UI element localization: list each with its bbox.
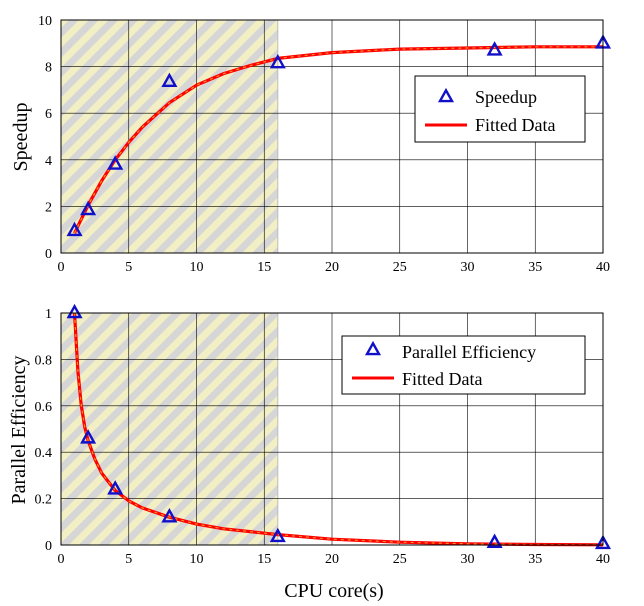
efficiency-y-tick-label: 0.4 bbox=[35, 446, 53, 461]
speedup-y-tick-label: 8 bbox=[45, 61, 52, 76]
efficiency-grid bbox=[61, 313, 603, 545]
speedup-x-tick-label: 30 bbox=[461, 260, 475, 275]
efficiency-x-tick-label: 20 bbox=[325, 552, 339, 567]
speedup-x-tick-label: 10 bbox=[190, 260, 204, 275]
speedup-legend-label-fitted: Fitted Data bbox=[475, 115, 555, 135]
efficiency-x-tick-label: 15 bbox=[257, 552, 271, 567]
speedup-axes-frame bbox=[60, 19, 604, 254]
speedup-y-tick-label: 4 bbox=[45, 154, 52, 169]
efficiency-legend-label-efficiency: Parallel Efficiency bbox=[402, 342, 536, 362]
efficiency-hatched-area bbox=[61, 313, 278, 545]
efficiency-data-point bbox=[161, 507, 178, 523]
speedup-x-tick-label: 5 bbox=[125, 260, 132, 275]
speedup-data-point bbox=[80, 200, 97, 216]
efficiency-x-tick-label: 10 bbox=[190, 552, 204, 567]
speedup-legend-marker-icon bbox=[437, 87, 455, 103]
efficiency-y-tick-label: 0 bbox=[45, 539, 52, 554]
x-axis-label: CPU core(s) bbox=[284, 580, 383, 602]
speedup-fitted-line bbox=[73, 45, 603, 234]
efficiency-y-axis-label: Parallel Efficiency bbox=[8, 355, 30, 504]
speedup-data-point bbox=[269, 53, 286, 69]
speedup-legend-box bbox=[414, 75, 586, 143]
efficiency-tick-labels: 0 5 10 15 20 25 30 35 40 0 0.2 0.4 0.6 0.8 1 bbox=[35, 307, 611, 567]
efficiency-data-point bbox=[486, 533, 503, 548]
speedup-grid bbox=[61, 20, 603, 253]
efficiency-data-point bbox=[269, 527, 286, 543]
efficiency-shaded-region bbox=[61, 313, 279, 545]
speedup-tick-labels: 0 5 10 15 20 25 30 35 40 0 2 4 6 8 10 bbox=[38, 14, 610, 275]
speedup-data-point bbox=[66, 221, 83, 237]
speedup-hatched-area bbox=[61, 20, 278, 253]
speedup-data-point bbox=[107, 155, 124, 170]
speedup-y-tick-label: 0 bbox=[45, 247, 52, 262]
speedup-x-tick-label: 35 bbox=[528, 260, 542, 275]
efficiency-fit-curve-highlight bbox=[73, 312, 604, 546]
efficiency-x-tick-label: 30 bbox=[461, 552, 475, 567]
speedup-x-tick-label: 20 bbox=[325, 260, 339, 275]
speedup-y-axis-label: Speedup bbox=[10, 103, 32, 172]
efficiency-x-tick-label: 35 bbox=[528, 552, 542, 567]
speedup-x-tick-label: 40 bbox=[596, 260, 610, 275]
efficiency-x-tick-label: 40 bbox=[596, 552, 610, 567]
speedup-y-tick-label: 2 bbox=[45, 200, 52, 215]
efficiency-x-tick-label: 25 bbox=[393, 552, 407, 567]
speedup-legend-label-speedup: Speedup bbox=[475, 87, 537, 107]
speedup-fit-curve-highlight bbox=[73, 46, 603, 234]
efficiency-chart: 0 5 10 15 20 25 30 35 40 0 0.2 0.4 0.6 0.8 1 Parallel … bbox=[8, 303, 612, 567]
speedup-x-tick-label: 25 bbox=[393, 260, 407, 275]
speedup-shaded-region bbox=[61, 20, 279, 253]
efficiency-legend: Parallel Efficiency Fitted Data bbox=[341, 335, 586, 395]
speedup-data-point bbox=[486, 41, 503, 56]
efficiency-data-point bbox=[66, 303, 83, 319]
efficiency-markers bbox=[66, 303, 612, 550]
efficiency-data-point bbox=[107, 480, 124, 495]
efficiency-data-point bbox=[80, 429, 97, 444]
efficiency-legend-marker-icon bbox=[364, 340, 382, 356]
efficiency-fitted-line bbox=[72, 312, 604, 547]
efficiency-x-tick-label: 0 bbox=[58, 552, 65, 567]
efficiency-data-point bbox=[594, 534, 612, 550]
speedup-y-tick-label: 6 bbox=[45, 107, 52, 122]
efficiency-x-tick-label: 5 bbox=[125, 552, 132, 567]
speedup-data-point bbox=[161, 72, 178, 88]
efficiency-y-tick-label: 0.8 bbox=[35, 353, 53, 368]
efficiency-y-tick-label: 1 bbox=[45, 307, 52, 322]
speedup-markers bbox=[66, 34, 612, 237]
efficiency-y-tick-label: 0.6 bbox=[35, 400, 53, 415]
efficiency-y-tick-label: 0.2 bbox=[35, 493, 53, 508]
speedup-x-tick-label: 15 bbox=[257, 260, 271, 275]
speedup-y-tick-label: 10 bbox=[38, 14, 52, 29]
efficiency-legend-box bbox=[341, 335, 586, 395]
speedup-chart: 0 5 10 15 20 25 30 35 40 0 2 4 6 8 10 Speedup Speedup … bbox=[10, 14, 612, 275]
efficiency-axes-frame bbox=[60, 312, 604, 546]
speedup-plot-frame bbox=[60, 19, 604, 254]
speedup-x-tick-label: 0 bbox=[58, 260, 65, 275]
speedup-legend: Speedup Fitted Data bbox=[414, 75, 586, 143]
efficiency-plot-frame bbox=[60, 312, 604, 546]
efficiency-legend-label-fitted: Fitted Data bbox=[402, 369, 482, 389]
